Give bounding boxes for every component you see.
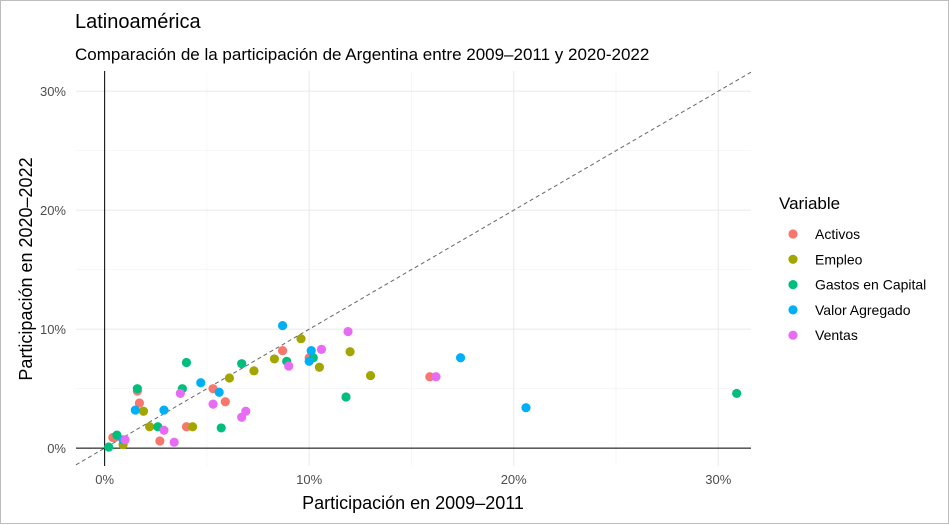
data-point [155, 436, 165, 446]
data-point [159, 405, 169, 415]
data-point [316, 344, 327, 355]
data-point [159, 425, 169, 435]
series-empleo [118, 334, 376, 450]
data-point [138, 406, 149, 416]
legend-item-label: Empleo [815, 251, 863, 267]
y-tick-label: 20% [40, 203, 66, 218]
data-point [277, 345, 288, 356]
data-point [732, 388, 742, 399]
data-point [306, 345, 316, 356]
data-point [296, 334, 306, 344]
y-tick-label: 10% [40, 322, 66, 337]
legend-key [788, 305, 798, 315]
identity-reference-line [75, 71, 752, 466]
data-point [132, 384, 142, 394]
data-point [130, 405, 140, 415]
data-point [224, 373, 235, 383]
data-point [241, 406, 251, 416]
data-point [169, 437, 179, 447]
legend-key [788, 330, 798, 340]
series-ventas [120, 326, 441, 447]
data-point [208, 399, 218, 409]
data-point [145, 422, 155, 432]
data-point [120, 435, 130, 445]
y-axis-label: Participación en 2020–2022 [16, 157, 36, 380]
y-tick-label: 0% [47, 441, 66, 456]
y-tick-labels: 0% 10% 20% 30% [40, 84, 66, 456]
series-gastos-en-capital [104, 353, 742, 452]
data-point [365, 370, 376, 381]
data-point [314, 362, 325, 372]
gridlines [76, 71, 751, 466]
data-point [216, 423, 226, 433]
x-tick-label: 10% [296, 472, 322, 487]
legend-key [788, 254, 798, 264]
data-point [249, 366, 259, 376]
data-point [220, 397, 230, 407]
data-point [181, 357, 192, 368]
data-point [455, 353, 466, 363]
data-point [237, 359, 247, 369]
x-tick-labels: 0% 10% 20% 30% [95, 472, 731, 487]
x-tick-label: 20% [501, 472, 527, 487]
legend-title: Variable [779, 194, 840, 213]
data-point [269, 354, 280, 364]
x-tick-label: 0% [95, 472, 114, 487]
legend-item-label: Valor Agregado [815, 302, 911, 318]
data-point [187, 422, 198, 432]
legend-item-label: Gastos en Capital [815, 277, 926, 293]
series-activos [108, 345, 435, 446]
legend-item-label: Ventas [815, 327, 858, 343]
data-point [134, 398, 145, 408]
y-tick-label: 30% [40, 84, 66, 99]
legend: Activos Empleo Gastos en Capital Valor Agre… [788, 226, 926, 343]
chart-subtitle: Comparación de la participación de Argen… [75, 45, 649, 64]
legend-key [788, 280, 798, 290]
data-point [196, 378, 206, 388]
data-point [277, 321, 288, 331]
x-tick-label: 30% [705, 472, 731, 487]
x-axis-label: Participación en 2009–2011 [302, 493, 524, 513]
data-point [304, 356, 314, 366]
legend-key [788, 229, 798, 239]
data-point [175, 388, 185, 399]
data-point [345, 347, 355, 357]
chart-title: Latinoamérica [75, 11, 202, 33]
data-point [341, 392, 351, 402]
data-points [104, 321, 742, 452]
data-point [104, 442, 114, 452]
data-point [521, 403, 531, 413]
series-valor-agregado [118, 321, 531, 445]
legend-item-label: Activos [815, 226, 860, 242]
data-point [214, 387, 224, 397]
data-point [284, 361, 294, 371]
data-point [343, 326, 353, 337]
data-point [431, 372, 441, 382]
